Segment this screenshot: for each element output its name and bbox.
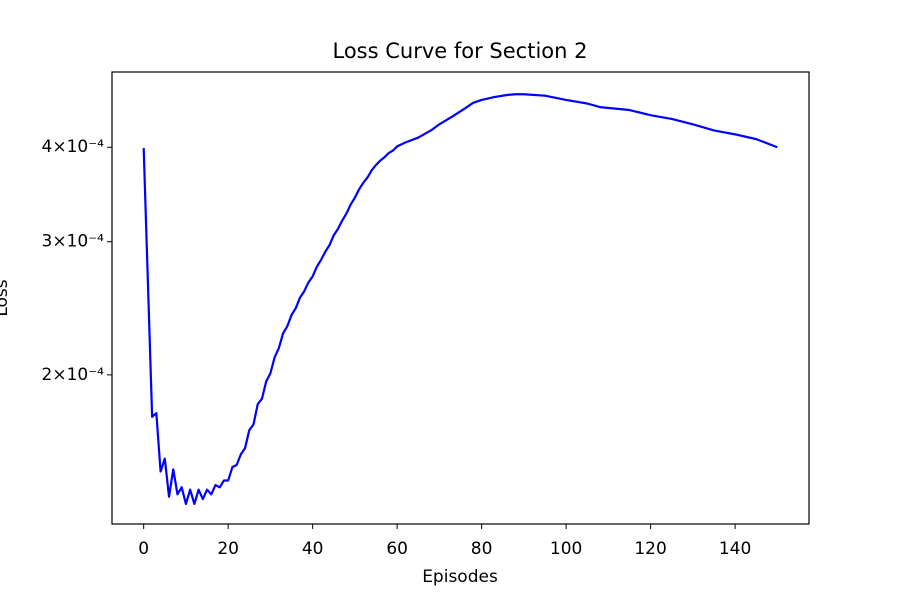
- y-axis-label: Loss: [0, 279, 12, 316]
- y-tick-label: 2×10⁻⁴: [42, 365, 105, 385]
- x-axis-label: Episodes: [422, 567, 498, 587]
- x-tick-label: 20: [217, 539, 239, 559]
- plot-frame: [111, 71, 810, 525]
- x-tick-label: 100: [550, 539, 582, 559]
- y-tick-label: 4×10⁻⁴: [42, 137, 105, 157]
- x-tick-label: 0: [138, 539, 149, 559]
- x-tick-label: 120: [634, 539, 666, 559]
- x-tick-label: 80: [471, 539, 493, 559]
- y-tick-label: 3×10⁻⁴: [42, 232, 105, 252]
- chart-title: Loss Curve for Section 2: [333, 39, 588, 63]
- x-tick-label: 60: [386, 539, 408, 559]
- x-tick-label: 40: [302, 539, 324, 559]
- x-tick-label: 140: [719, 539, 751, 559]
- line-series: [142, 93, 778, 506]
